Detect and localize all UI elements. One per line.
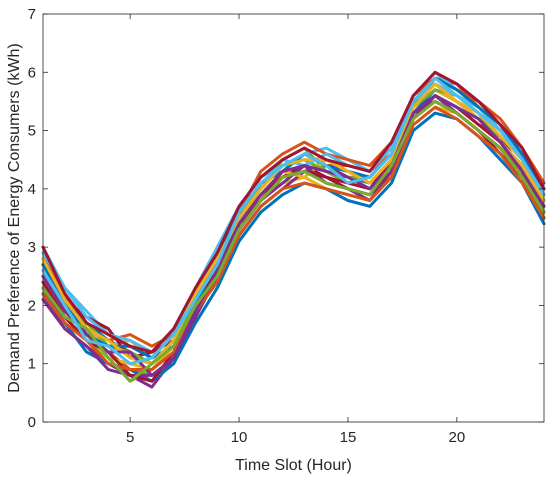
series-line-19 <box>41 99 546 383</box>
x-axis-title: Time Slot (Hour) <box>235 457 352 474</box>
series-line-21 <box>41 70 546 354</box>
y-tick-label-7: 7 <box>28 6 36 23</box>
series-line-17 <box>41 82 546 366</box>
x-tick-label-10: 10 <box>231 429 248 446</box>
y-tick-label-2: 2 <box>28 297 36 314</box>
y-tick-label-3: 3 <box>28 239 36 256</box>
series-line-18 <box>41 94 546 377</box>
plot-frame <box>42 13 545 423</box>
series-line-20 <box>41 76 546 366</box>
y-tick-label-4: 4 <box>28 181 36 198</box>
series-line-16 <box>41 105 546 372</box>
x-tick-label-15: 15 <box>340 429 357 446</box>
y-tick-label-6: 6 <box>28 64 36 81</box>
y-axis-title: Demand Preference of Energy Consumers (k… <box>6 43 23 392</box>
y-tick-label-0: 0 <box>28 414 36 431</box>
y-tick-label-1: 1 <box>28 356 36 373</box>
series-layer <box>41 70 546 389</box>
x-tick-label-20: 20 <box>449 429 466 446</box>
x-tick-label-5: 5 <box>126 429 134 446</box>
ticks-layer: 5 10 15 20 0 1 2 3 4 5 6 7 <box>28 6 544 446</box>
y-tick-label-5: 5 <box>28 123 36 140</box>
